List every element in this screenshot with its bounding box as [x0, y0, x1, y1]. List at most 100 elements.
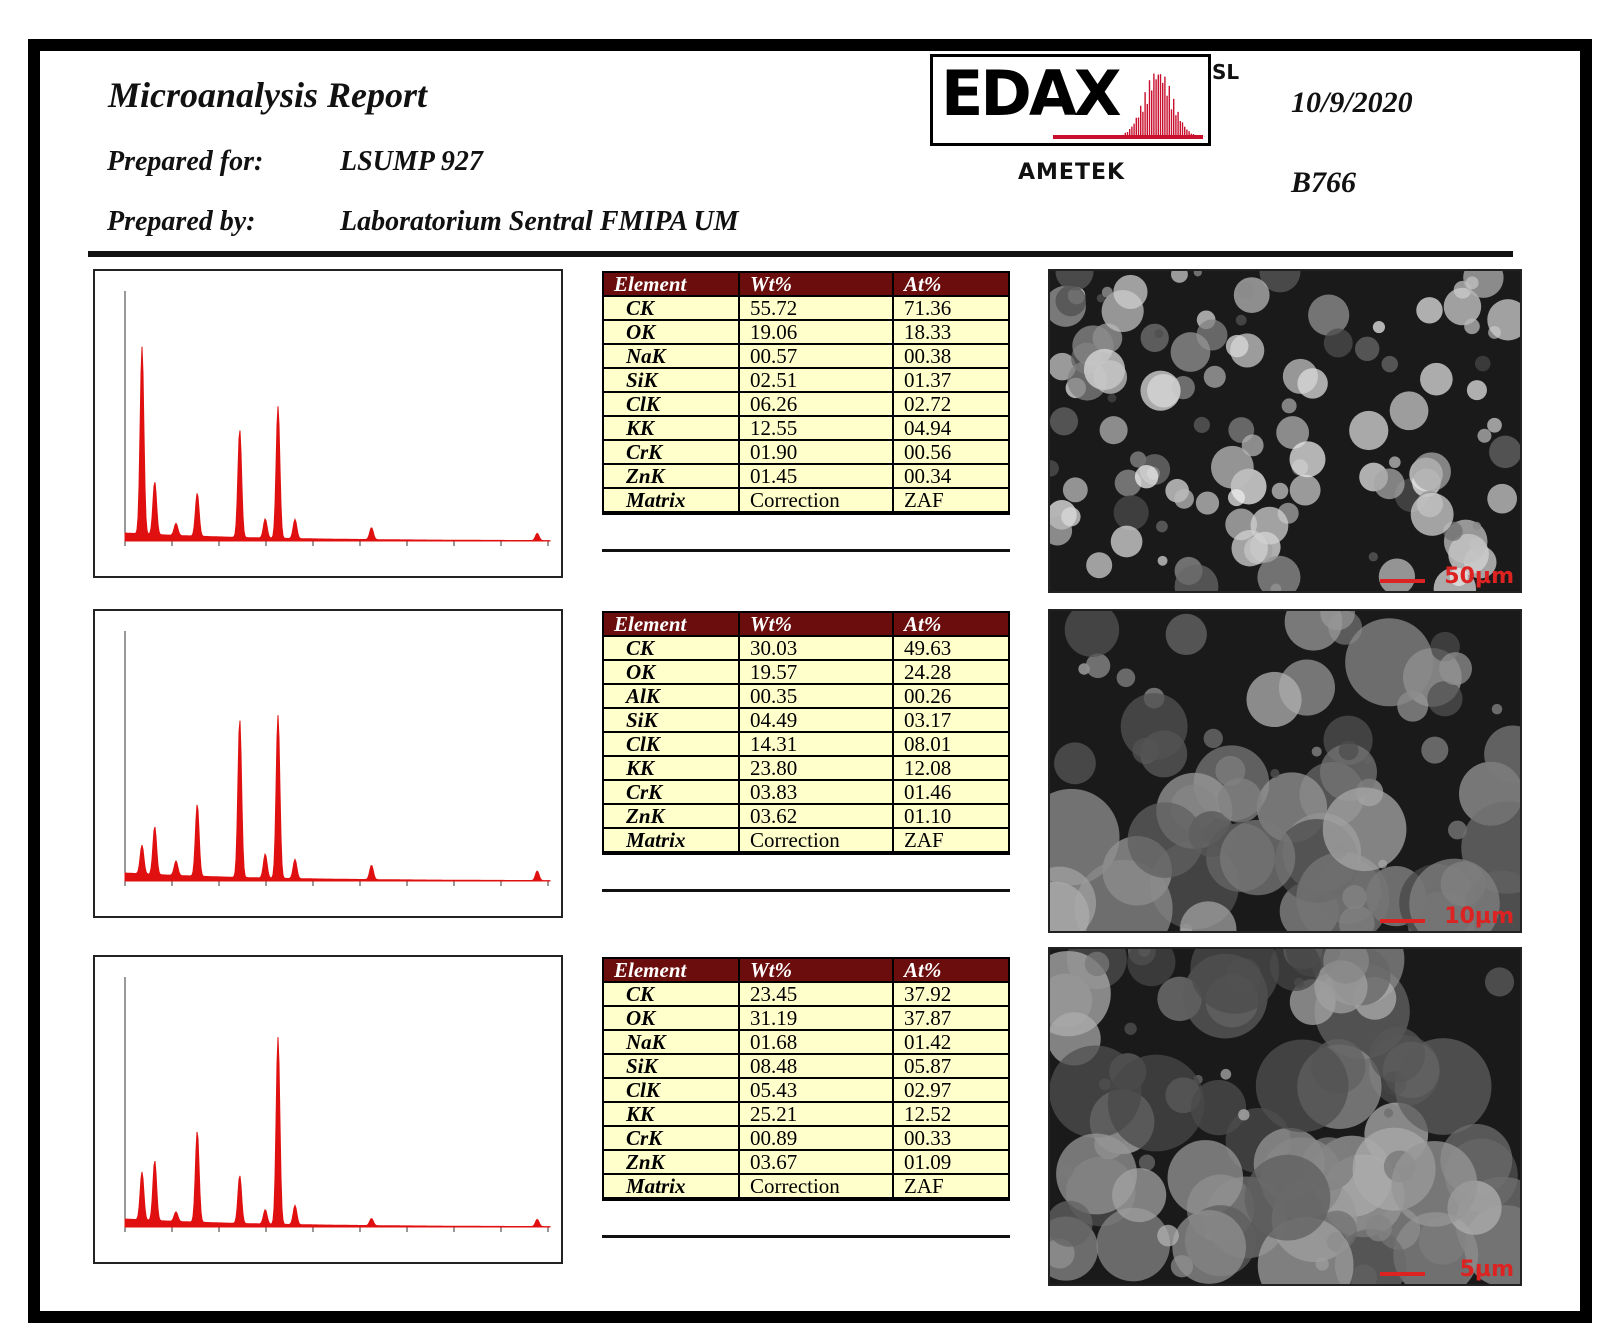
logo-bar: [1126, 132, 1129, 137]
column-header: Element: [602, 957, 740, 983]
logo-bar: [1186, 129, 1188, 137]
table-cell: 24.28: [892, 659, 1010, 685]
sem-particle: [1050, 460, 1059, 477]
sem-particle: [1469, 538, 1485, 554]
sem-particle: [1084, 951, 1110, 977]
logo-suffix: SL: [1212, 60, 1240, 84]
sem-particle: [1055, 285, 1087, 317]
table-cell: ClK: [602, 1077, 740, 1103]
table-cell: 00.89: [738, 1125, 894, 1151]
table-cell: SiK: [602, 707, 740, 733]
table-cell: Matrix: [602, 827, 740, 854]
table-cell: 00.33: [892, 1125, 1010, 1151]
sem-particle: [1101, 286, 1113, 298]
sem-particle: [1154, 329, 1164, 338]
sem-particle: [1472, 521, 1482, 531]
sem-particle: [1489, 435, 1520, 469]
logo-bar: [1177, 111, 1179, 137]
table-cell: 08.01: [892, 731, 1010, 757]
sem-particle: [1372, 320, 1386, 334]
sem-particle: [1487, 417, 1502, 433]
table-row: KK 25.21 12.52: [602, 1101, 1010, 1127]
sem-particle: [1271, 482, 1289, 500]
sem-particle: [1157, 1224, 1179, 1247]
table-cell: 31.19: [738, 1005, 894, 1031]
table-row: ZnK 03.67 01.09: [602, 1149, 1010, 1175]
table-cell: ZnK: [602, 803, 740, 829]
column-header: At%: [892, 611, 1010, 637]
sem-particle: [1061, 507, 1081, 527]
column-header: Element: [602, 271, 740, 297]
sem-particle: [1284, 611, 1343, 651]
sem-particle: [1099, 416, 1128, 445]
sem-particle: [1074, 859, 1173, 931]
table-cell: ZAF: [892, 487, 1010, 514]
table-cell: ZAF: [892, 1173, 1010, 1200]
table-cell: 01.10: [892, 803, 1010, 829]
table-cell: 23.80: [738, 755, 894, 781]
sem-particle: [1389, 391, 1429, 431]
sem-particle: [1276, 416, 1310, 449]
sem-particle: [1055, 271, 1094, 291]
spectrum-trace: [124, 1037, 551, 1228]
sem-particle: [1112, 1168, 1167, 1223]
sem-particle: [1241, 434, 1264, 457]
header-rule: [88, 251, 1513, 257]
sem-particle: [1113, 495, 1149, 531]
sem-particle: [1127, 949, 1176, 987]
sem-particle: [1096, 293, 1106, 303]
table-cell: SiK: [602, 367, 740, 393]
table-row: ClK 14.31 08.01: [602, 731, 1010, 757]
element-table: Element Wt% At% CK 55.72 71.36 OK 19.06 18.33 NaK…: [602, 271, 1010, 515]
column-header: Element: [602, 611, 740, 637]
logo-bar: [1184, 126, 1186, 137]
sem-particle: [1439, 652, 1473, 686]
sem-particle: [1156, 520, 1168, 533]
sem-particle: [1308, 294, 1350, 336]
sem-particle: [1093, 360, 1128, 394]
scale-label: 10µm: [1444, 904, 1514, 929]
spectrum-trace: [124, 715, 551, 882]
sem-particle: [1427, 681, 1463, 717]
sem-particle: [1345, 618, 1434, 707]
sem-particle: [1165, 613, 1207, 656]
table-cell: Correction: [738, 487, 894, 514]
sem-particle: [1246, 671, 1302, 728]
sem-particle: [1322, 787, 1407, 872]
sem-particle: [1050, 1200, 1093, 1247]
table-underline: [602, 1235, 1010, 1238]
table-row: OK 19.06 18.33: [602, 319, 1010, 345]
sem-particle: [1365, 1214, 1392, 1242]
sem-particle: [1217, 778, 1263, 823]
table-row: Matrix Correction ZAF: [602, 487, 1010, 514]
table-row: ClK 05.43 02.97: [602, 1077, 1010, 1103]
table-cell: CrK: [602, 779, 740, 805]
table-cell: Correction: [738, 1173, 894, 1200]
table-row: Matrix Correction ZAF: [602, 827, 1010, 854]
table-row: SiK 02.51 01.37: [602, 367, 1010, 393]
sem-particle: [1369, 1027, 1426, 1083]
sem-image: 50µm: [1048, 269, 1522, 593]
sem-particle: [1420, 362, 1453, 396]
table-cell: OK: [602, 659, 740, 685]
table-row: CrK 03.83 01.46: [602, 779, 1010, 805]
sem-particle: [1179, 901, 1237, 931]
sem-particle: [1391, 1140, 1478, 1227]
report-title: Microanalysis Report: [108, 75, 428, 115]
table-cell: 49.63: [892, 635, 1010, 661]
logo-bar: [1181, 122, 1184, 137]
sem-particle: [1410, 492, 1454, 536]
sem-particle: [1244, 1154, 1331, 1241]
logo-base: [1053, 135, 1203, 139]
sem-particle: [1138, 1154, 1156, 1171]
sem-particle: [1220, 1068, 1232, 1080]
table-row: CrK 01.90 00.56: [602, 439, 1010, 465]
sem-particle: [1203, 728, 1223, 749]
table-cell: CK: [602, 295, 740, 321]
sem-particle: [1193, 271, 1202, 277]
sem-particle: [1354, 336, 1380, 362]
sem-particle: [1113, 274, 1148, 310]
sem-particle: [1190, 1079, 1247, 1136]
table-cell: 12.52: [892, 1101, 1010, 1127]
table-cell: AlK: [602, 683, 740, 709]
